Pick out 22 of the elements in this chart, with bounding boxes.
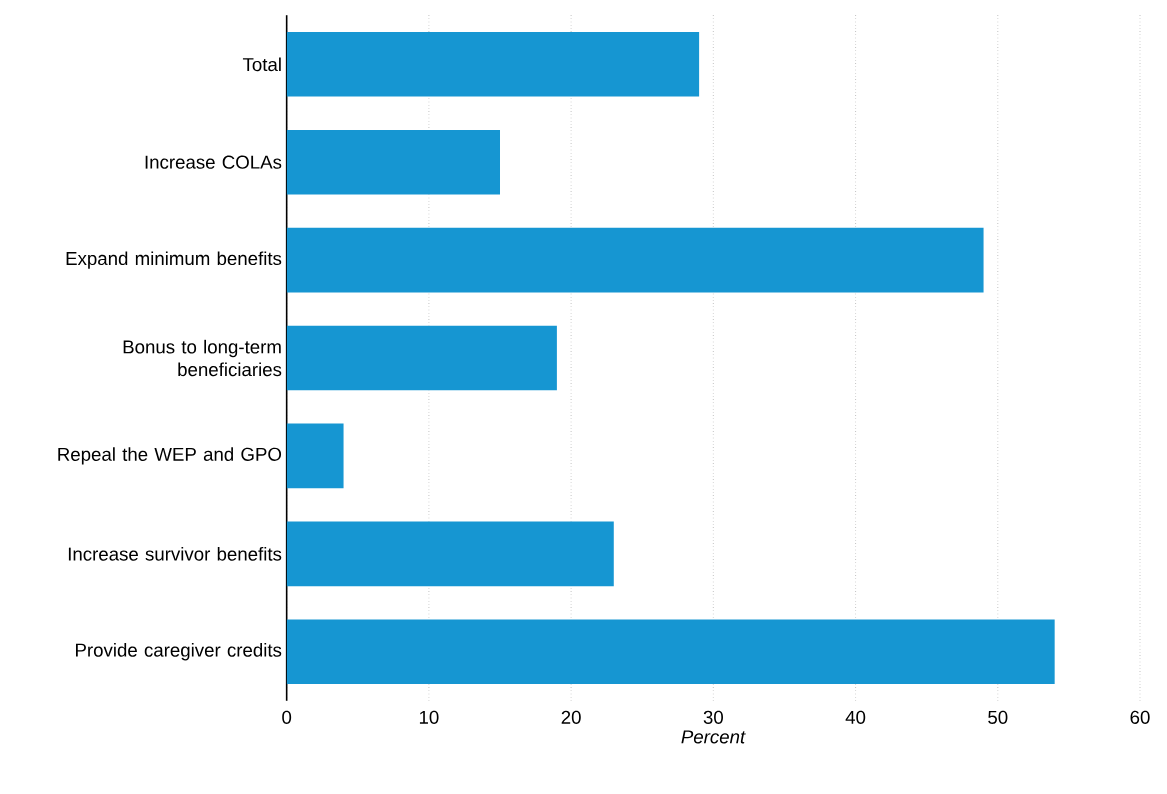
bar	[286, 423, 344, 489]
y-tick-label: Bonus to long-term beneficiaries	[123, 339, 282, 377]
x-tick-label: 0	[282, 710, 292, 724]
y-tick-label: Expand minimum benefits	[66, 251, 282, 269]
y-tick-label: Total	[242, 57, 281, 72]
bar	[286, 619, 1055, 685]
bar	[286, 31, 700, 97]
bar	[286, 227, 984, 293]
bar	[286, 129, 500, 195]
x-tick-label: 60	[1130, 710, 1150, 724]
x-tick-label: 50	[988, 710, 1008, 724]
y-tick-label: Repeal the WEP and GPO	[58, 447, 282, 465]
x-tick-label: 20	[561, 710, 581, 724]
x-axis-title: Percent	[681, 730, 746, 744]
x-tick-label: 40	[845, 710, 866, 724]
bar	[286, 325, 557, 391]
y-tick-label: Increase COLAs	[145, 155, 282, 169]
y-tick-label: Increase survivor benefits	[68, 546, 282, 561]
bar	[286, 521, 614, 587]
y-tick-label: Provide caregiver credits	[76, 643, 282, 661]
x-tick-label: 30	[703, 710, 723, 724]
x-tick-label: 10	[419, 710, 439, 724]
